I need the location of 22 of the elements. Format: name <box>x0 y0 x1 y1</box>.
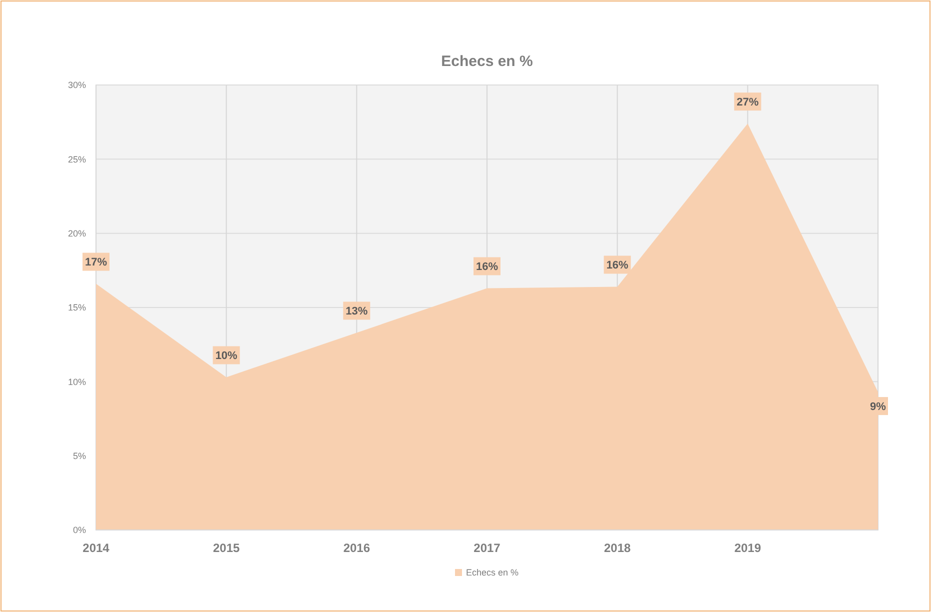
x-tick-label: 2019 <box>734 541 762 555</box>
data-label: 17% <box>84 256 108 269</box>
x-tick-label: 2017 <box>474 541 501 555</box>
y-tick-label: 5% <box>72 450 86 461</box>
x-tick-label: 2016 <box>343 541 370 555</box>
y-tick-label: 0% <box>72 525 86 536</box>
data-label: 27% <box>736 96 759 108</box>
x-tick-label: 2018 <box>604 541 632 555</box>
y-tick-label: 20% <box>68 228 86 238</box>
y-tick-label: 15% <box>68 302 86 313</box>
data-label: 16% <box>606 260 629 272</box>
y-tick-label: 25% <box>68 154 86 164</box>
y-tick-label: 30% <box>68 80 86 90</box>
y-tick-label: 10% <box>68 376 86 387</box>
legend-label: Echecs en % <box>466 568 519 578</box>
data-label: 16% <box>476 261 498 274</box>
x-tick-label: 2015 <box>212 541 240 555</box>
data-label: 10% <box>215 350 238 362</box>
data-label: 9% <box>870 400 886 413</box>
chart-title: Echecs en % <box>441 53 533 70</box>
data-label: 13% <box>346 306 368 318</box>
x-tick-label: 2014 <box>82 541 110 555</box>
